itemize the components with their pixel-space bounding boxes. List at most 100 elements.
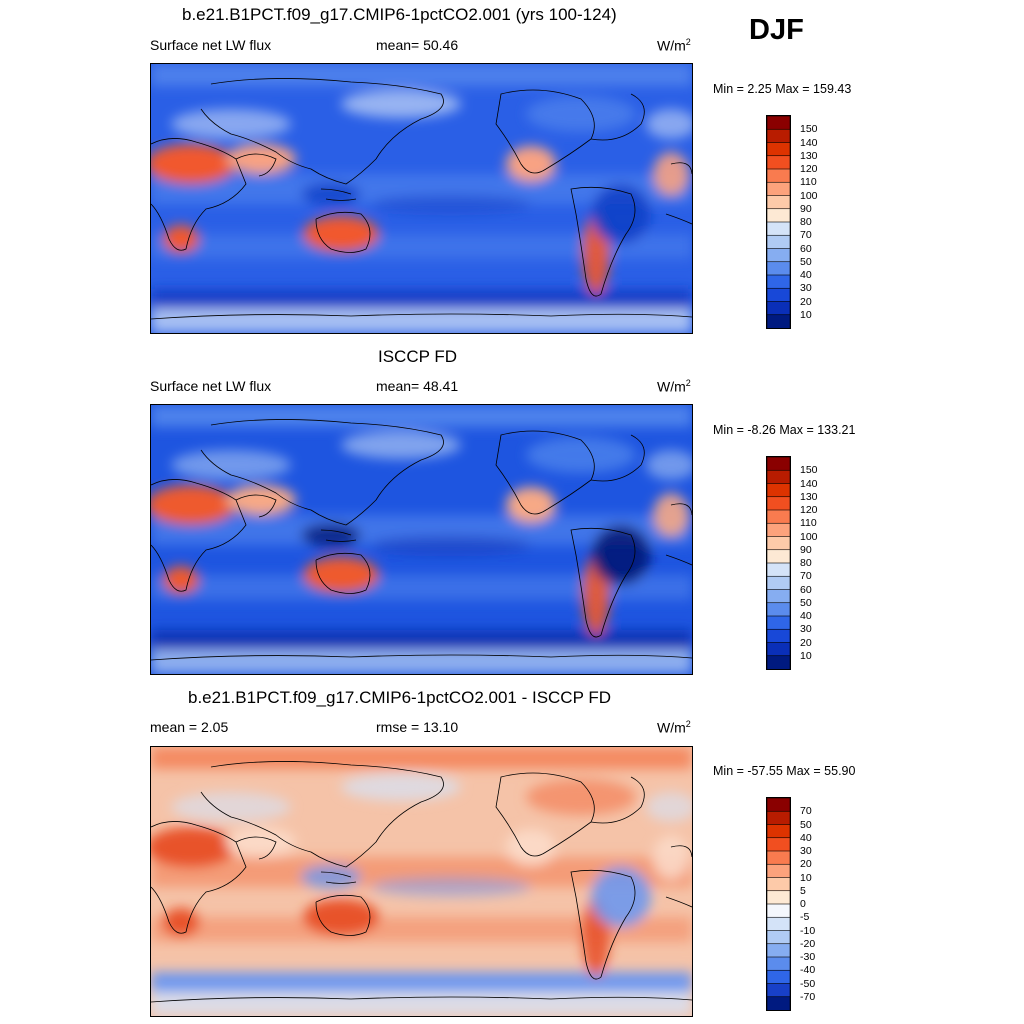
colorbar-tick-label: 40 [800, 831, 812, 844]
colorbar-box [767, 287, 790, 303]
panel-3-mean-label: mean = 2.05 [150, 719, 229, 735]
colorbar-box [767, 314, 790, 328]
colorbar-box [767, 234, 790, 250]
colorbar-box [767, 301, 790, 316]
colorbar-box [767, 837, 790, 852]
panel-3-colorbar [766, 797, 791, 1011]
colorbar-box [767, 274, 790, 290]
colorbar-tick-label: -40 [800, 964, 816, 977]
map-coastlines [151, 419, 692, 661]
colorbar-tick-label: 20 [800, 858, 812, 871]
colorbar-tick-label: 40 [800, 269, 812, 281]
panel-1-map [150, 63, 693, 334]
panel-1-minmax: Min = 2.25 Max = 159.43 [713, 82, 852, 96]
colorbar-box [767, 483, 790, 498]
colorbar-box [767, 890, 790, 905]
colorbar-box [767, 575, 790, 591]
colorbar-tick-label: -70 [800, 990, 816, 1003]
colorbar-box [767, 798, 790, 813]
panel-1-mean-label: mean= 50.46 [376, 37, 459, 53]
colorbar-tick-label: 110 [800, 517, 817, 530]
colorbar-box [767, 810, 790, 826]
colorbar-tick-label: -50 [800, 977, 816, 990]
colorbar-tick-label: 20 [800, 636, 812, 649]
colorbar-tick-label: 70 [800, 570, 812, 583]
colorbar-box [767, 116, 790, 131]
colorbar-box [767, 863, 790, 879]
colorbar-box [767, 877, 790, 892]
colorbar-box [767, 628, 790, 644]
map-field [151, 405, 692, 674]
colorbar-tick-label: 60 [800, 242, 812, 255]
colorbar-tick-label: 30 [800, 282, 812, 295]
colorbar-box [767, 128, 790, 144]
colorbar-tick-label: 140 [800, 477, 818, 490]
map-coastlines [151, 761, 692, 1003]
panel-1-variable-label: Surface net LW flux [150, 37, 272, 53]
colorbar-box [767, 903, 790, 919]
panel-2-minmax: Min = -8.26 Max = 133.21 [713, 423, 856, 437]
colorbar-tick-label: 110 [800, 176, 817, 189]
colorbar-box [767, 221, 790, 237]
panel-1-title: b.e21.B1PCT.f09_g17.CMIP6-1pctCO2.001 (y… [182, 5, 617, 24]
colorbar-box [767, 589, 790, 604]
panel-2-variable-label: Surface net LW flux [150, 378, 272, 394]
colorbar-tick-label: 40 [800, 610, 812, 622]
colorbar-box [767, 496, 790, 511]
colorbar-tick-label: 50 [800, 255, 812, 268]
colorbar-box [767, 602, 790, 617]
panel-2-units: W/m2 [657, 378, 691, 395]
colorbar-tick-label: 60 [800, 583, 812, 596]
colorbar-tick-label: 10 [800, 871, 812, 884]
panel-1-units: W/m2 [657, 37, 691, 54]
colorbar-box [767, 655, 790, 669]
colorbar-tick-label: -5 [800, 911, 810, 924]
colorbar-tick-label: 140 [800, 136, 818, 149]
panel-1-colorbar [766, 115, 791, 329]
colorbar-tick-label: -10 [800, 924, 816, 937]
panel-2-colorbar [766, 456, 791, 670]
colorbar-box [767, 142, 790, 157]
season-label: DJF [749, 14, 804, 46]
colorbar-tick-label: 80 [800, 216, 812, 228]
colorbar-box [767, 248, 790, 263]
colorbar-box [767, 996, 790, 1010]
panel-3-rmse-label: rmse = 13.10 [376, 719, 459, 735]
panel-2-mean-label: mean= 48.41 [376, 378, 459, 394]
colorbar-box [767, 850, 790, 866]
map-field [151, 64, 692, 333]
colorbar-box [767, 562, 790, 578]
colorbar-tick-label: -20 [800, 937, 816, 950]
colorbar-box [767, 916, 790, 932]
colorbar-tick-label: 80 [800, 557, 812, 569]
colorbar-box [767, 208, 790, 223]
colorbar-tick-label: 150 [800, 464, 818, 477]
colorbar-box [767, 155, 790, 170]
colorbar-box [767, 824, 790, 839]
colorbar-box [767, 943, 790, 958]
colorbar-tick-label: 30 [800, 845, 812, 857]
colorbar-tick-label: 130 [800, 490, 818, 503]
colorbar-tick-label: 150 [800, 123, 818, 136]
colorbar-tick-label: 90 [800, 543, 812, 556]
colorbar-box [767, 983, 790, 998]
colorbar-tick-label: 20 [800, 295, 812, 308]
colorbar-tick-label: -30 [800, 951, 816, 963]
colorbar-box [767, 195, 790, 210]
colorbar-tick-label: 100 [800, 189, 818, 202]
colorbar-box [767, 615, 790, 631]
colorbar-box [767, 181, 790, 197]
colorbar-tick-label: 0 [800, 898, 806, 910]
map-coastlines [151, 78, 692, 320]
colorbar-tick-label: 70 [800, 805, 812, 818]
colorbar-box [767, 168, 790, 184]
colorbar-box [767, 522, 790, 538]
colorbar-box [767, 457, 790, 472]
panel-2-map [150, 404, 693, 675]
panel-2-title: ISCCP FD [378, 347, 458, 366]
colorbar-tick-label: 120 [800, 504, 818, 516]
colorbar-box [767, 509, 790, 525]
panel-3-minmax: Min = -57.55 Max = 55.90 [713, 764, 856, 778]
colorbar-tick-label: 30 [800, 623, 812, 636]
colorbar-tick-label: 130 [800, 149, 818, 162]
